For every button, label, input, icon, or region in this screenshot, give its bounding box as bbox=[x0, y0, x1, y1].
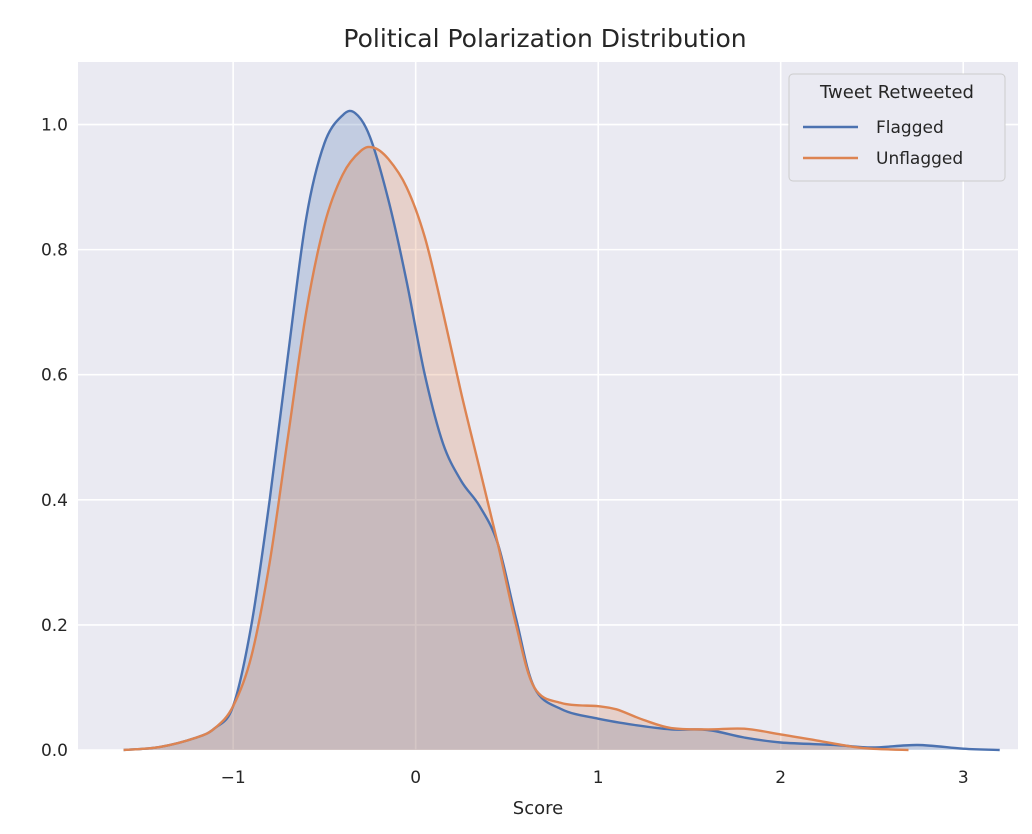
x-axis-label: Score bbox=[513, 798, 563, 819]
y-tick-label: 0.2 bbox=[41, 616, 68, 636]
x-tick-label: −1 bbox=[221, 768, 246, 788]
y-tick-label: 1.0 bbox=[41, 116, 68, 136]
y-tick-label: 0.8 bbox=[41, 241, 68, 261]
density-lines bbox=[123, 109, 1000, 752]
y-axis-ticks: 0.0 0.2 0.4 0.6 0.8 1.0 bbox=[41, 116, 68, 761]
legend-items: Flagged Unflagged bbox=[803, 118, 963, 169]
x-tick-label: 3 bbox=[958, 768, 969, 788]
x-tick-label: 2 bbox=[775, 768, 786, 788]
y-tick-label: 0.0 bbox=[41, 741, 68, 761]
density-area-unflagged bbox=[123, 146, 909, 750]
x-tick-label: 1 bbox=[593, 768, 604, 788]
y-tick-label: 0.4 bbox=[41, 491, 68, 511]
legend: Tweet Retweeted Flagged Unflagged bbox=[788, 73, 1006, 182]
y-tick-label: 0.6 bbox=[41, 366, 68, 386]
density-line-flagged bbox=[123, 109, 1000, 752]
chart-title: Political Polarization Distribution bbox=[343, 24, 746, 53]
density-areas bbox=[123, 110, 1000, 751]
x-tick-label: 0 bbox=[410, 768, 421, 788]
legend-title: Tweet Retweeted bbox=[819, 82, 974, 103]
legend-label-flagged: Flagged bbox=[876, 118, 944, 138]
legend-label-unflagged: Unflagged bbox=[876, 149, 963, 169]
x-axis-ticks: −1 0 1 2 3 bbox=[221, 768, 969, 788]
density-area-flagged bbox=[123, 110, 1000, 751]
legend-box bbox=[788, 73, 1006, 182]
density-line-unflagged bbox=[123, 145, 909, 752]
